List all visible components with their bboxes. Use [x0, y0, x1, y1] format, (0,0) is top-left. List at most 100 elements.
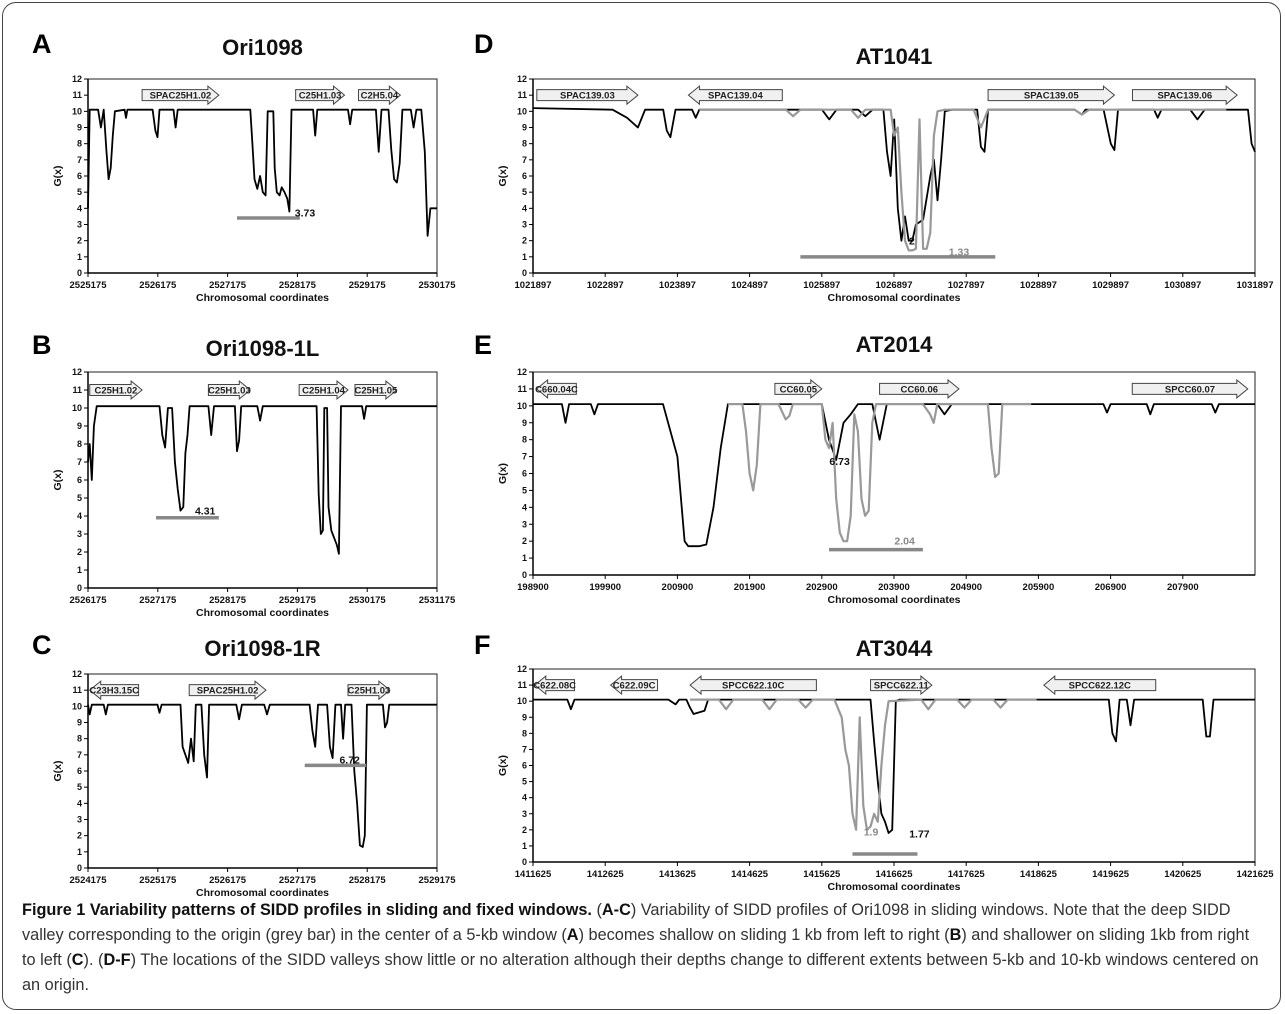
- series-grey-line: [699, 108, 1227, 252]
- caption-ref: A: [566, 926, 579, 944]
- panel-letter: F: [474, 630, 491, 660]
- x-tick-label: 2528175: [279, 280, 317, 291]
- x-tick-label: 1028897: [1020, 280, 1057, 291]
- panel-letter: E: [474, 330, 492, 360]
- y-tick-label: 10: [517, 401, 527, 411]
- gene-label: SPCC60.07: [1165, 384, 1215, 395]
- x-tick-label: 201900: [734, 582, 766, 593]
- x-tick-label: 1025897: [803, 280, 840, 291]
- gene-label: SPAC139.05: [1024, 91, 1079, 102]
- caption-ref: C: [71, 951, 84, 969]
- series-black-line: [87, 108, 437, 237]
- x-tick-label: 2529175: [279, 595, 317, 606]
- series-black-line: [87, 703, 437, 848]
- caption-ref: B: [949, 926, 962, 944]
- gene-arrow: [295, 85, 346, 106]
- gene-label: CC60.06: [901, 384, 939, 395]
- y-tick-label: 10: [517, 106, 527, 116]
- panel-letter: B: [32, 330, 52, 360]
- y-tick-label: 3: [522, 519, 527, 529]
- y-tick-label: 6: [77, 766, 82, 776]
- x-axis-label: Chromosomal coordinates: [196, 292, 329, 304]
- x-tick-label: 2527175: [279, 875, 317, 886]
- y-tick-label: 6: [77, 171, 82, 181]
- x-tick-label: 2527175: [209, 280, 247, 291]
- gene-label: SPAC139.04: [708, 91, 763, 102]
- x-tick-label: 206900: [1095, 582, 1127, 593]
- y-tick-label: 11: [517, 90, 527, 100]
- y-tick-label: 2: [77, 236, 82, 246]
- caption-text: ) The locations of the SIDD valleys show…: [22, 951, 1259, 994]
- x-tick-label: 1031897: [1237, 280, 1274, 291]
- x-tick-label: 2526175: [209, 875, 247, 886]
- x-tick-label: 1021897: [515, 280, 552, 291]
- y-tick-label: 3: [522, 220, 527, 230]
- caption-text: (: [591, 901, 602, 919]
- y-tick-label: 11: [517, 384, 527, 394]
- gene-label: C25H1.05: [355, 386, 398, 397]
- chart-title: Ori1098-1L: [206, 336, 320, 361]
- y-axis-label: G(x): [497, 166, 509, 187]
- gene-arrow: [689, 675, 817, 696]
- x-tick-label: 2530175: [349, 595, 387, 606]
- x-axis-label: Chromosomal coordinates: [196, 887, 329, 899]
- y-tick-label: 6: [77, 475, 82, 485]
- x-tick-label: 2526175: [70, 595, 108, 606]
- x-tick-label: 1029897: [1092, 280, 1129, 291]
- minimum-value-label: 3.73: [295, 208, 316, 220]
- x-tick-label: 1416625: [876, 869, 914, 880]
- minimum-value-label: 2: [909, 236, 915, 248]
- x-tick-label: 207900: [1167, 582, 1199, 593]
- y-tick-label: 9: [522, 418, 527, 428]
- gene-arrow: [89, 379, 143, 401]
- gene-label: SPCC622.10C: [722, 681, 784, 692]
- y-tick-label: 1: [522, 553, 527, 563]
- y-tick-label: 12: [72, 74, 82, 84]
- y-tick-label: 5: [522, 777, 527, 787]
- gene-arrow: [536, 85, 639, 106]
- y-tick-label: 8: [77, 734, 82, 744]
- y-tick-label: 0: [77, 268, 82, 278]
- y-tick-label: 8: [77, 139, 82, 149]
- y-tick-label: 11: [517, 680, 527, 690]
- series-grey-line: [690, 698, 1037, 831]
- y-tick-label: 0: [522, 570, 527, 580]
- gene-arrow: [870, 675, 933, 696]
- y-tick-label: 11: [72, 685, 82, 695]
- chart-title: Ori1098: [222, 35, 303, 60]
- x-tick-label: 204900: [950, 582, 982, 593]
- y-axis-label: G(x): [52, 470, 64, 491]
- y-tick-label: 2: [522, 825, 527, 835]
- gene-label: SPCC622.12C: [1069, 681, 1131, 692]
- x-tick-label: 1420625: [1164, 869, 1202, 880]
- minimum-value-label: 2.04: [894, 535, 915, 547]
- y-tick-label: 0: [522, 268, 527, 278]
- y-axis-label: G(x): [52, 166, 64, 187]
- y-tick-label: 4: [522, 502, 527, 512]
- x-axis-label: Chromosomal coordinates: [827, 292, 960, 304]
- y-tick-label: 8: [522, 435, 527, 445]
- x-tick-label: 2531175: [419, 595, 456, 606]
- x-tick-label: 2527175: [139, 595, 177, 606]
- caption-text: ) Variability of SIDD profiles of Ori109…: [22, 901, 1231, 944]
- series-black-line: [533, 403, 1255, 548]
- y-tick-label: 5: [77, 187, 82, 197]
- y-tick-label: 4: [522, 203, 527, 213]
- y-tick-label: 4: [77, 203, 82, 213]
- gene-arrow: [357, 85, 402, 106]
- gene-label: C23H3.15C: [89, 686, 139, 697]
- gene-arrow: [298, 379, 349, 401]
- caption-text: ) and shallower on sliding 1kb from righ…: [22, 926, 1250, 969]
- plot-frame: [87, 78, 438, 274]
- figure-caption: Figure 1 Variability patterns of SIDD pr…: [22, 898, 1267, 998]
- x-tick-label: 199900: [589, 582, 621, 593]
- minimum-value-label: 6.73: [829, 456, 850, 468]
- gene-arrow: [354, 379, 398, 401]
- y-tick-label: 6: [522, 171, 527, 181]
- series-grey-line: [727, 403, 1032, 543]
- gene-label: CC60.05: [780, 384, 818, 395]
- y-tick-label: 8: [522, 139, 527, 149]
